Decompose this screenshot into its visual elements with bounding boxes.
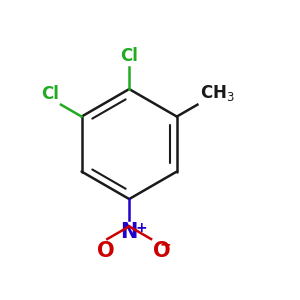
Text: O: O — [153, 241, 170, 260]
Text: Cl: Cl — [42, 85, 59, 103]
Text: CH$_3$: CH$_3$ — [200, 83, 235, 103]
Text: N: N — [121, 222, 138, 242]
Text: O: O — [97, 241, 115, 260]
Text: +: + — [136, 221, 147, 235]
Text: Cl: Cl — [120, 47, 138, 65]
Text: −: − — [160, 238, 172, 251]
